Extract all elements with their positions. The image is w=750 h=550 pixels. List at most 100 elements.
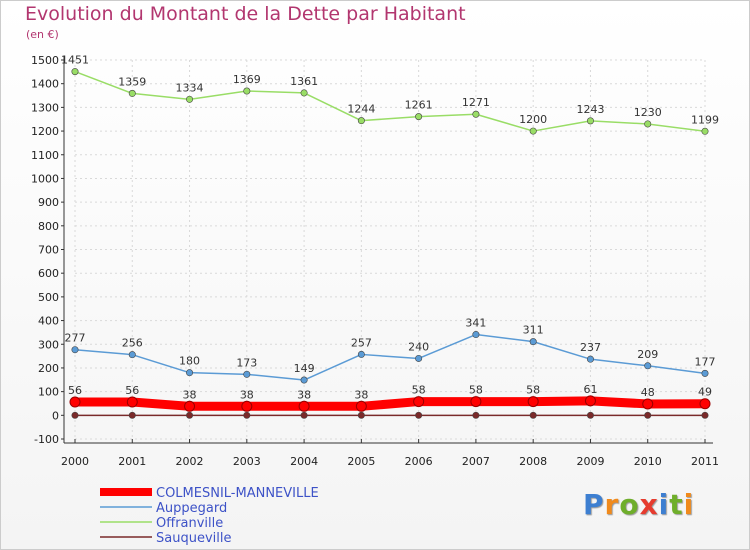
data-point	[644, 120, 652, 128]
data-point	[529, 411, 537, 419]
y-tick-label: 800	[38, 220, 59, 233]
y-tick-label: 1400	[31, 78, 59, 91]
data-point	[472, 110, 480, 118]
data-point	[415, 113, 423, 121]
y-tick-label: 900	[38, 196, 59, 209]
y-tick-label: 100	[38, 386, 59, 399]
data-point	[355, 400, 367, 412]
y-tick-label: -100	[34, 433, 59, 446]
data-label: 173	[236, 356, 257, 369]
data-label: 58	[412, 384, 426, 397]
data-point	[644, 362, 652, 370]
data-point	[241, 400, 253, 412]
data-label: 1451	[61, 54, 89, 67]
data-label: 1230	[634, 106, 662, 119]
data-point	[128, 89, 136, 97]
data-point	[186, 411, 194, 419]
data-point	[300, 376, 308, 384]
x-tick-label: 2003	[233, 455, 261, 468]
data-point	[186, 95, 194, 103]
logo-letter: o	[619, 488, 640, 521]
legend-label: Offranville	[156, 516, 223, 531]
data-point	[415, 354, 423, 362]
y-tick-label: 1200	[31, 125, 59, 138]
data-label: 56	[68, 384, 82, 397]
data-label: 341	[465, 317, 486, 330]
data-point	[357, 117, 365, 125]
data-label: 1334	[176, 81, 204, 94]
data-point	[701, 411, 709, 419]
data-label: 237	[580, 341, 601, 354]
data-label: 1200	[519, 113, 547, 126]
data-point	[529, 127, 537, 135]
data-point	[186, 369, 194, 377]
data-point	[644, 411, 652, 419]
y-tick-label: 600	[38, 267, 59, 280]
data-point	[701, 127, 709, 135]
data-point	[243, 411, 251, 419]
data-point	[586, 355, 594, 363]
data-label: 48	[641, 386, 655, 399]
logo-letter: x	[639, 488, 659, 521]
y-tick-label: 1100	[31, 149, 59, 162]
data-point	[584, 395, 596, 407]
data-point	[184, 400, 196, 412]
data-label: 277	[65, 332, 86, 345]
y-tick-label: 1000	[31, 172, 59, 185]
data-label: 311	[523, 324, 544, 337]
logo-letter: i	[683, 488, 695, 521]
data-point	[586, 411, 594, 419]
chart-subtitle: (en €)	[26, 28, 59, 41]
y-tick-label: 1300	[31, 101, 59, 114]
data-label: 257	[351, 336, 372, 349]
x-tick-label: 2001	[118, 455, 146, 468]
data-label: 1361	[290, 75, 318, 88]
y-tick-label: 500	[38, 291, 59, 304]
data-point	[527, 396, 539, 408]
proxiti-logo: Proxiti	[583, 488, 694, 521]
series-line	[74, 70, 706, 133]
y-tick-label: 0	[52, 409, 59, 422]
x-tick-label: 2004	[290, 455, 318, 468]
data-point	[699, 398, 711, 410]
data-point	[71, 411, 79, 419]
data-point	[415, 411, 423, 419]
y-tick-label: 1500	[31, 54, 59, 67]
legend-label: Auppegard	[156, 501, 227, 516]
data-point	[69, 396, 81, 408]
data-point	[472, 411, 480, 419]
data-label: 58	[469, 384, 483, 397]
series-line	[70, 396, 710, 411]
data-label: 1359	[118, 75, 146, 88]
data-label: 1271	[462, 96, 490, 109]
x-tick-label: 2010	[634, 455, 662, 468]
data-label: 240	[408, 340, 429, 353]
data-label: 58	[526, 384, 540, 397]
data-point	[472, 331, 480, 339]
data-point	[298, 400, 310, 412]
y-tick-label: 400	[38, 315, 59, 328]
data-label: 1369	[233, 73, 261, 86]
data-point	[701, 369, 709, 377]
data-label: 1244	[347, 103, 375, 116]
y-tick-label: 700	[38, 244, 59, 257]
data-point	[126, 396, 138, 408]
y-tick-label: 300	[38, 338, 59, 351]
x-tick-label: 2009	[576, 455, 604, 468]
logo-letter: r	[604, 488, 620, 521]
data-label: 180	[179, 355, 200, 368]
data-label: 38	[297, 388, 311, 401]
data-label: 1199	[691, 113, 719, 126]
x-tick-label: 2002	[176, 455, 204, 468]
data-point	[357, 411, 365, 419]
data-label: 38	[240, 388, 254, 401]
logo-letter: P	[583, 488, 605, 521]
data-label: 1243	[576, 103, 604, 116]
data-label: 209	[637, 348, 658, 361]
data-label: 56	[125, 384, 139, 397]
x-tick-label: 2007	[462, 455, 490, 468]
data-point	[413, 396, 425, 408]
data-point	[529, 338, 537, 346]
